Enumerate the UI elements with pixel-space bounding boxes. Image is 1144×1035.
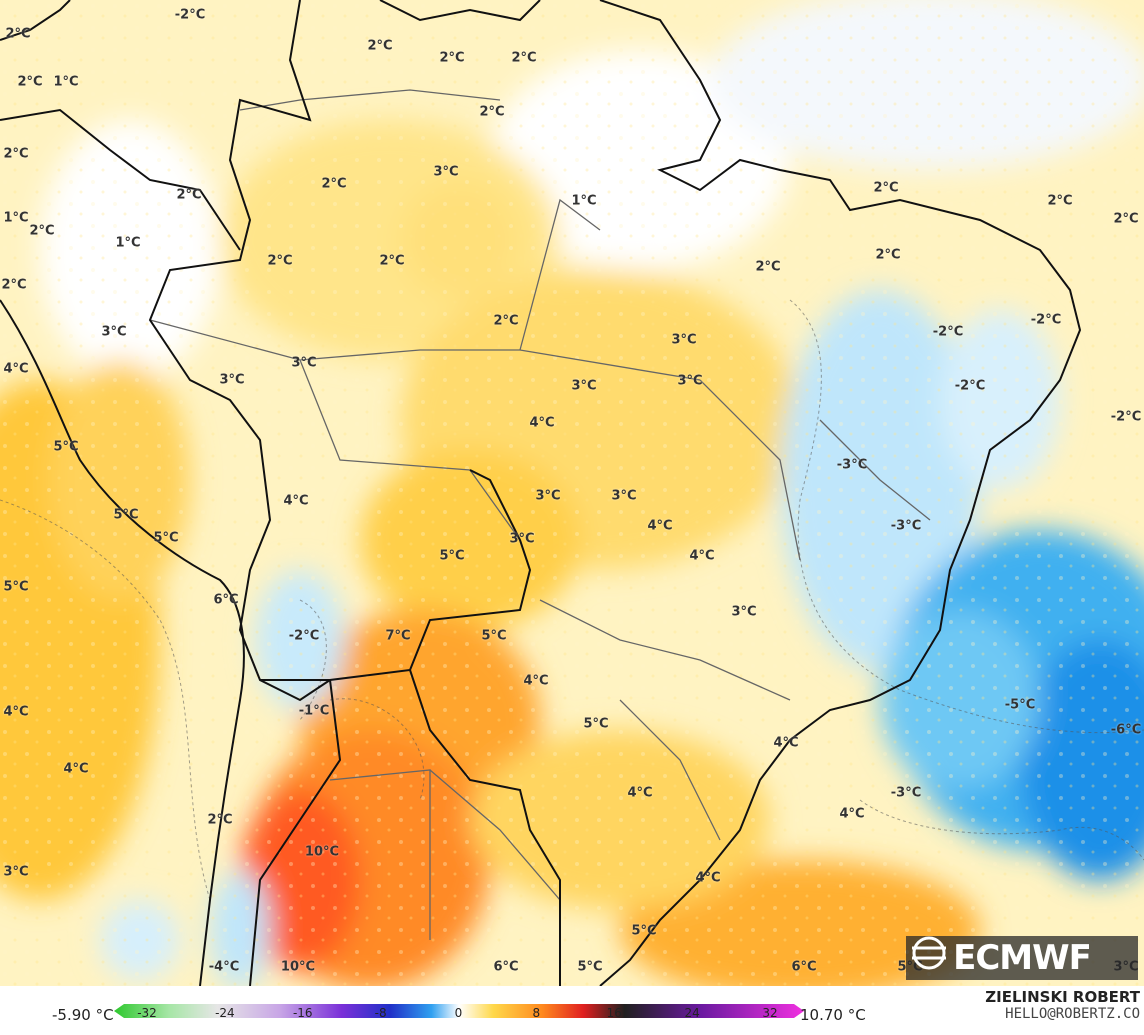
temperature-label: -4°C <box>208 959 240 975</box>
temperature-label: 4°C <box>283 493 309 509</box>
temperature-label: 2°C <box>207 812 233 828</box>
temperature-label: 10°C <box>280 959 316 975</box>
temperature-label: -2°C <box>1110 409 1142 425</box>
map-fields <box>0 0 1144 986</box>
temperature-label: 2°C <box>3 146 29 162</box>
ecmwf-logo-text: ECMWF <box>953 938 1092 978</box>
temperature-label: -3°C <box>890 785 922 801</box>
colorbar-min-label: -5.90 °C <box>52 1006 114 1024</box>
temperature-label: 2°C <box>176 187 202 203</box>
temperature-label: 2°C <box>873 180 899 196</box>
temperature-anomaly-map: 2°C -2°C 2°C 2°C 2°C 2°C 1°C 2°C 2°C 2°C 3°C 2°C 1°C… <box>0 0 1144 986</box>
temperature-label: 4°C <box>839 806 865 822</box>
temperature-label: 3°C <box>535 488 561 504</box>
colorbar-tick-label: -8 <box>374 1006 387 1020</box>
credit-email: HELLO@ROBERTZ.CO <box>1005 1006 1140 1022</box>
colorbar-tick-label: 24 <box>684 1006 700 1020</box>
temperature-label: 3°C <box>671 332 697 348</box>
temperature-label: 2°C <box>1 277 27 293</box>
temperature-label: 2°C <box>17 74 43 90</box>
temperature-label: 4°C <box>627 785 653 801</box>
temperature-label: 3°C <box>509 531 535 547</box>
temperature-label: -2°C <box>288 628 320 644</box>
temperature-label: -3°C <box>836 457 868 473</box>
colorbar-tick-label: 8 <box>532 1006 541 1020</box>
ecmwf-mark-icon <box>912 936 946 970</box>
temperature-label: -2°C <box>1030 312 1062 328</box>
colorbar-tick-label: 16 <box>606 1006 622 1020</box>
temperature-label: 4°C <box>647 518 673 534</box>
temperature-label: -1°C <box>298 703 330 719</box>
colorbar-tick-label: -16 <box>292 1006 313 1020</box>
temperature-label: 7°C <box>385 628 411 644</box>
temperature-label: 5°C <box>113 507 139 523</box>
colorbar-max-label: 10.70 °C <box>800 1006 866 1024</box>
temperature-label: 3°C <box>219 372 245 388</box>
temperature-label: 5°C <box>53 439 79 455</box>
temperature-label: 2°C <box>755 259 781 275</box>
temperature-label: 5°C <box>153 530 179 546</box>
temperature-label: 1°C <box>53 74 79 90</box>
colorbar-footer: -5.90 °C 10.70 °C -32 -24 -16 -8 0 8 16 24 <box>0 986 1144 1035</box>
temperature-label: 4°C <box>695 870 721 886</box>
colorbar-tick-label: 32 <box>762 1006 778 1020</box>
temperature-label: 2°C <box>321 176 347 192</box>
colorbar <box>114 1004 804 1018</box>
temperature-label: -6°C <box>1110 722 1142 738</box>
temperature-label: 5°C <box>481 628 507 644</box>
temperature-label: 3°C <box>3 864 29 880</box>
temperature-label: 4°C <box>63 761 89 777</box>
temperature-label: -5°C <box>1004 697 1036 713</box>
temperature-label: 3°C <box>291 355 317 371</box>
temperature-label: 2°C <box>5 26 31 42</box>
temperature-label: 5°C <box>3 579 29 595</box>
temperature-label: 2°C <box>379 253 405 269</box>
temperature-label: 6°C <box>791 959 817 975</box>
temperature-label: 3°C <box>611 488 637 504</box>
temperature-label: 3°C <box>731 604 757 620</box>
temperature-label: 1°C <box>571 193 597 209</box>
temperature-label: -2°C <box>954 378 986 394</box>
temperature-label: 5°C <box>583 716 609 732</box>
temperature-label: 1°C <box>115 235 141 251</box>
temperature-label: 2°C <box>493 313 519 329</box>
temperature-label: 2°C <box>1047 193 1073 209</box>
ecmwf-logo: ECMWF <box>906 936 1138 980</box>
colorbar-tick-label: -32 <box>137 1006 157 1020</box>
temperature-label: 4°C <box>3 361 29 377</box>
temperature-label: 4°C <box>773 735 799 751</box>
temperature-label: 2°C <box>29 223 55 239</box>
temperature-label: 2°C <box>367 38 393 54</box>
temperature-label: 6°C <box>493 959 519 975</box>
temperature-label: 3°C <box>571 378 597 394</box>
colorbar-tick-label: 0 <box>454 1006 463 1020</box>
temperature-label: 2°C <box>267 253 293 269</box>
temperature-label: -2°C <box>174 7 206 23</box>
temperature-label: 4°C <box>689 548 715 564</box>
temperature-label: 5°C <box>631 923 657 939</box>
temperature-label: 3°C <box>101 324 127 340</box>
temperature-label: -2°C <box>932 324 964 340</box>
temperature-label: 5°C <box>577 959 603 975</box>
temperature-label: 4°C <box>523 673 549 689</box>
colorbar-tick-label: -24 <box>215 1006 235 1020</box>
temperature-label: 1°C <box>3 210 29 226</box>
temperature-label: 6°C <box>213 592 239 608</box>
temperature-label: 2°C <box>1113 211 1139 227</box>
temperature-label: 4°C <box>3 704 29 720</box>
temperature-label: 2°C <box>479 104 505 120</box>
temperature-label: -3°C <box>890 518 922 534</box>
temperature-label: 3°C <box>433 164 459 180</box>
temperature-label: 3°C <box>677 373 703 389</box>
temperature-label: 2°C <box>875 247 901 263</box>
temperature-label: 10°C <box>304 844 340 860</box>
credit-name: ZIELINSKI ROBERT <box>985 988 1140 1006</box>
temperature-label: 2°C <box>511 50 537 66</box>
temperature-label: 4°C <box>529 415 555 431</box>
temperature-label: 5°C <box>439 548 465 564</box>
temperature-label: 2°C <box>439 50 465 66</box>
